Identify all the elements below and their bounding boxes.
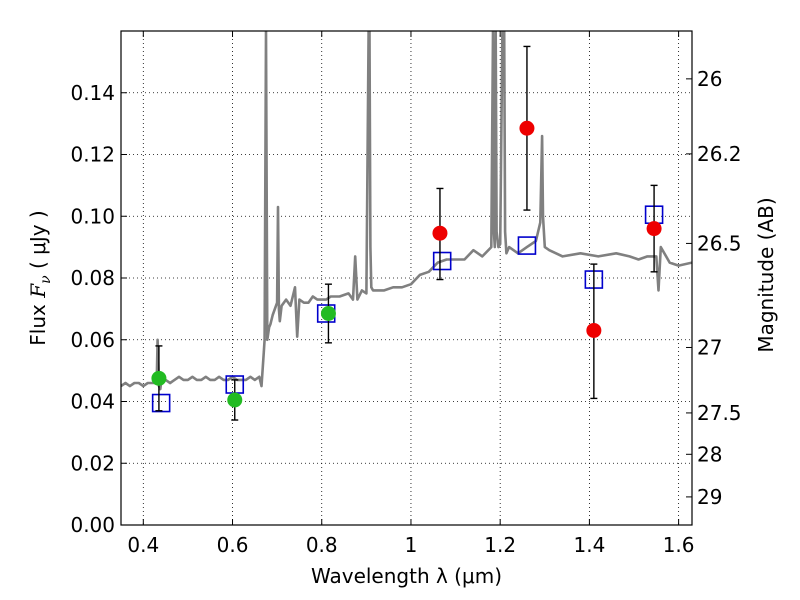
spectrum-line: [121, 31, 692, 391]
y-axis-label: Flux Fν ( μJy ): [26, 210, 54, 345]
model-photometry-square: [151, 393, 171, 413]
y-tick-label: 0.04: [70, 390, 115, 414]
y2-tick-label: 28: [697, 442, 722, 466]
y2-tick-label: 27.5: [697, 401, 742, 425]
observed-red-point: [432, 225, 448, 241]
y-tick-label: 0.00: [70, 513, 115, 537]
x-tick-label: 0.8: [306, 533, 338, 557]
y-tick-label: 0.06: [70, 328, 115, 352]
observed-red-point: [646, 221, 662, 237]
x-tick-label: 1.2: [484, 533, 516, 557]
y2-tick-label: 29: [697, 485, 722, 509]
y-axis-label-sub: ν: [38, 275, 54, 284]
ticks: 0.4 0.6 0.8 1 1.2 1.4 1.6 0.00 0.02 0.04 0.06 0.08 0…: [70, 31, 742, 557]
y-tick-label: 0.12: [70, 143, 115, 167]
y-axis-label-suffix: ( μJy ): [26, 210, 50, 275]
y2-tick-label: 26.2: [697, 142, 742, 166]
y2-axis-label: Magnitude (AB): [754, 197, 778, 352]
grid: [121, 31, 692, 525]
y2-tick-label: 26.5: [697, 231, 742, 255]
y2-tick-label: 27: [697, 335, 722, 359]
x-axis-label: Wavelength λ (μm): [311, 564, 502, 588]
observed-green-point: [320, 306, 336, 322]
points-layer: [151, 45, 664, 421]
y-tick-label: 0.14: [70, 81, 115, 105]
observed-green-point: [227, 392, 243, 408]
y-tick-label: 0.02: [70, 451, 115, 475]
observed-red-point: [519, 120, 535, 136]
y-tick-label: 0.08: [70, 266, 115, 290]
x-tick-label: 1.6: [663, 533, 695, 557]
y-tick-label: 0.10: [70, 204, 115, 228]
x-tick-label: 0.4: [127, 533, 159, 557]
spectrum-layer: [121, 31, 692, 391]
y-axis-label-var: F: [26, 283, 50, 299]
model-photometry-square: [517, 236, 537, 255]
x-tick-label: 1.4: [573, 533, 605, 557]
plot-frame: [120, 30, 693, 526]
x-tick-label: 0.6: [217, 533, 249, 557]
y2-tick-label: 26: [697, 67, 722, 91]
y-axis-label-prefix: Flux: [26, 298, 50, 346]
x-tick-label: 1: [405, 533, 418, 557]
model-photometry-square: [432, 251, 452, 271]
observed-red-point: [586, 322, 602, 338]
observed-green-point: [151, 370, 167, 386]
